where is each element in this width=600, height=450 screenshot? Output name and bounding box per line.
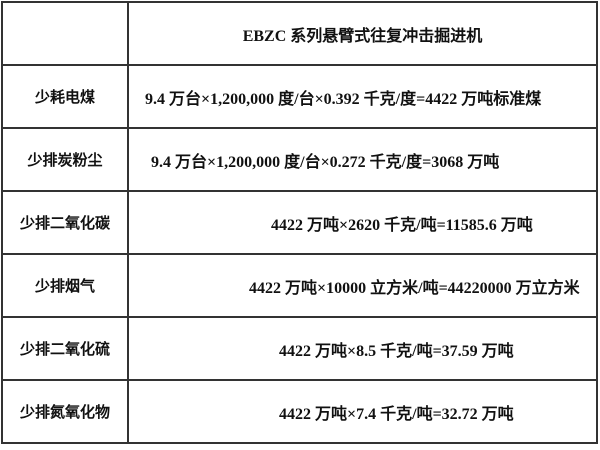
table-row: 少排二氧化碳 4422 万吨×2620 千克/吨=11585.6 万吨 — [1, 190, 598, 255]
savings-table: EBZC 系列悬臂式往复冲击掘进机 少耗电煤 9.4 万台×1,200,000 … — [1, 1, 598, 444]
row-label: 少排氮氧化物 — [1, 379, 129, 444]
row-label: 少排炭粉尘 — [1, 127, 129, 192]
row-value: 9.4 万台×1,200,000 度/台×0.272 千克/度=3068 万吨 — [127, 127, 598, 192]
table-row: 少排二氧化硫 4422 万吨×8.5 千克/吨=37.59 万吨 — [1, 316, 598, 381]
header-title: EBZC 系列悬臂式往复冲击掘进机 — [127, 1, 598, 66]
row-value: 4422 万吨×10000 立方米/吨=44220000 万立方米 — [127, 253, 598, 318]
row-label: 少排二氧化硫 — [1, 316, 129, 381]
header-empty-cell — [1, 1, 129, 66]
table-header-row: EBZC 系列悬臂式往复冲击掘进机 — [1, 1, 598, 66]
row-value: 4422 万吨×7.4 千克/吨=32.72 万吨 — [127, 379, 598, 444]
row-value: 4422 万吨×2620 千克/吨=11585.6 万吨 — [127, 190, 598, 255]
row-label: 少排烟气 — [1, 253, 129, 318]
row-value: 9.4 万台×1,200,000 度/台×0.392 千克/度=4422 万吨标… — [127, 64, 598, 129]
table-row: 少排烟气 4422 万吨×10000 立方米/吨=44220000 万立方米 — [1, 253, 598, 318]
table-row: 少排氮氧化物 4422 万吨×7.4 千克/吨=32.72 万吨 — [1, 379, 598, 444]
table-row: 少排炭粉尘 9.4 万台×1,200,000 度/台×0.272 千克/度=30… — [1, 127, 598, 192]
table-row: 少耗电煤 9.4 万台×1,200,000 度/台×0.392 千克/度=442… — [1, 64, 598, 129]
row-label: 少耗电煤 — [1, 64, 129, 129]
row-label: 少排二氧化碳 — [1, 190, 129, 255]
row-value: 4422 万吨×8.5 千克/吨=37.59 万吨 — [127, 316, 598, 381]
